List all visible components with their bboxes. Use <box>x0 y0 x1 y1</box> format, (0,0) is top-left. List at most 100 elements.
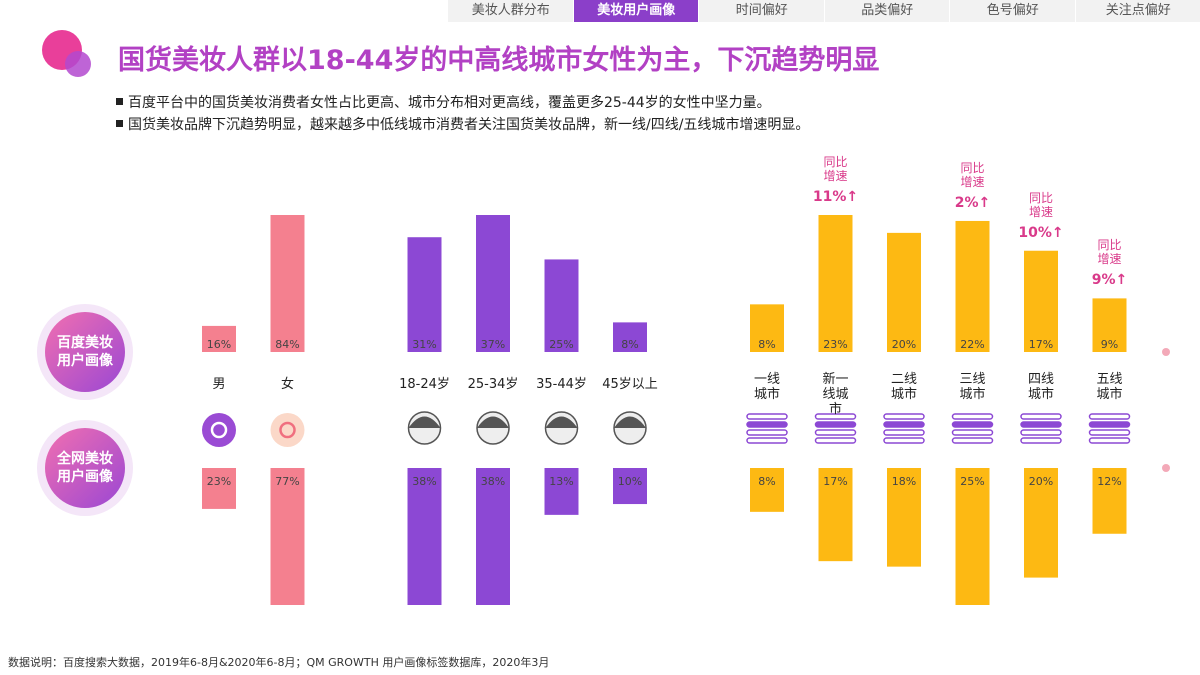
value-label: 13% <box>549 475 574 488</box>
growth-label: 同比增速 <box>1028 190 1053 219</box>
icon <box>1088 421 1131 428</box>
nav-tab[interactable]: 美妆人群分布 <box>447 0 574 22</box>
title: 国货美妆人群以18-44岁的中高线城市女性为主，下沉趋势明显 <box>118 45 880 76</box>
growth-value: 11%↑ <box>812 189 859 205</box>
icon <box>951 437 994 444</box>
icon <box>1088 413 1131 420</box>
category-label: 18-24岁 <box>399 377 450 392</box>
icon <box>270 413 305 447</box>
category-label: 新一线城市 <box>822 372 849 417</box>
category-label: 三线城市 <box>959 372 986 402</box>
category-label: 25-34岁 <box>467 377 519 392</box>
category-label: 一线城市 <box>753 372 780 402</box>
icon <box>1020 437 1062 444</box>
icon <box>746 437 788 444</box>
icon <box>883 413 925 420</box>
bar <box>955 468 990 605</box>
icon <box>1088 429 1131 436</box>
icon <box>951 421 994 428</box>
bar <box>750 468 784 512</box>
nav-tab[interactable]: 时间偏好 <box>698 0 825 22</box>
growth-value: 10%↑ <box>1018 224 1064 241</box>
value-label: 17% <box>823 475 848 488</box>
icon <box>746 421 788 428</box>
category-label: 女 <box>280 377 294 392</box>
nav-tab[interactable]: 美妆用户画像 <box>572 0 699 22</box>
growth-label: 同比增速 <box>823 155 848 183</box>
logo-dot <box>65 51 91 77</box>
value-label: 25% <box>549 338 574 351</box>
value-label: 22% <box>960 338 985 351</box>
bar <box>544 259 579 352</box>
category-label: 二线城市 <box>890 372 917 402</box>
nav-tab[interactable]: 色号偏好 <box>949 0 1076 22</box>
bar <box>544 468 579 515</box>
category-label: 35-44岁 <box>536 377 587 392</box>
icon <box>1020 421 1062 428</box>
bar <box>270 468 305 605</box>
icon <box>408 416 441 428</box>
icon <box>883 429 925 436</box>
footnote: 数据说明：百度搜索大数据，2019年6-8月&2020年6-8月；QM GROW… <box>8 656 550 669</box>
bar <box>270 215 305 352</box>
bar <box>1092 468 1127 534</box>
value-label: 8% <box>758 475 776 488</box>
bar <box>955 220 990 352</box>
value-label: 20% <box>1028 475 1054 488</box>
icon <box>746 429 788 436</box>
icon <box>1020 429 1062 436</box>
growth-value: 2%↑ <box>954 194 991 211</box>
value-label: 12% <box>1097 475 1122 488</box>
value-label: 23% <box>206 475 232 488</box>
growth-label: 同比增速 <box>960 160 985 189</box>
value-label: 38% <box>480 475 506 488</box>
bar <box>476 468 510 605</box>
value-label: 9% <box>1100 338 1119 351</box>
bar <box>407 468 442 605</box>
category-label: 四线城市 <box>1027 372 1054 402</box>
icon <box>883 437 925 444</box>
icon <box>1088 437 1131 444</box>
value-label: 18% <box>891 475 917 488</box>
panel-badge <box>45 428 125 508</box>
bar <box>887 232 921 352</box>
nav-tab[interactable]: 品类偏好 <box>823 0 950 22</box>
bar <box>407 237 442 352</box>
value-label: 31% <box>412 338 437 351</box>
icon <box>614 416 646 428</box>
axis-end <box>1162 464 1170 472</box>
axis-end <box>1162 348 1170 356</box>
nav-tab[interactable]: 关注点偏好 <box>1074 0 1200 22</box>
bar <box>202 468 236 509</box>
bar <box>202 325 236 352</box>
value-label: 16% <box>206 338 232 351</box>
bar <box>818 468 853 562</box>
value-label: 77% <box>275 475 300 488</box>
value-label: 37% <box>480 338 506 351</box>
panel-badge <box>45 312 125 392</box>
value-label: 8% <box>621 338 639 351</box>
growth-value: 9%↑ <box>1091 272 1128 289</box>
panel-label: 百度美妆用户画像 <box>57 335 113 369</box>
value-label: 23% <box>823 338 848 351</box>
value-label: 38% <box>412 475 437 488</box>
bar <box>1024 468 1058 578</box>
icon <box>210 421 228 439</box>
panel-label: 全网美妆用户画像 <box>57 451 113 485</box>
value-label: 8% <box>758 338 776 351</box>
icon <box>1020 413 1062 420</box>
bar <box>613 468 647 505</box>
icon <box>883 421 925 428</box>
icon <box>814 421 857 428</box>
icon <box>951 413 994 420</box>
value-label: 17% <box>1028 338 1054 351</box>
category-label: 45岁以上 <box>602 377 658 392</box>
value-label: 10% <box>617 475 643 488</box>
icon <box>746 413 788 420</box>
bar <box>476 215 510 352</box>
icon <box>279 421 296 439</box>
icon <box>814 437 857 444</box>
bullet: 百度平台中的国货美妆消费者女性占比更高、城市分布相对更高线，覆盖更多25-44岁… <box>116 92 771 112</box>
